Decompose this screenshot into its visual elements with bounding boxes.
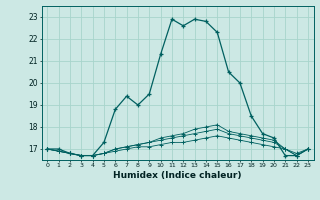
X-axis label: Humidex (Indice chaleur): Humidex (Indice chaleur) <box>113 171 242 180</box>
